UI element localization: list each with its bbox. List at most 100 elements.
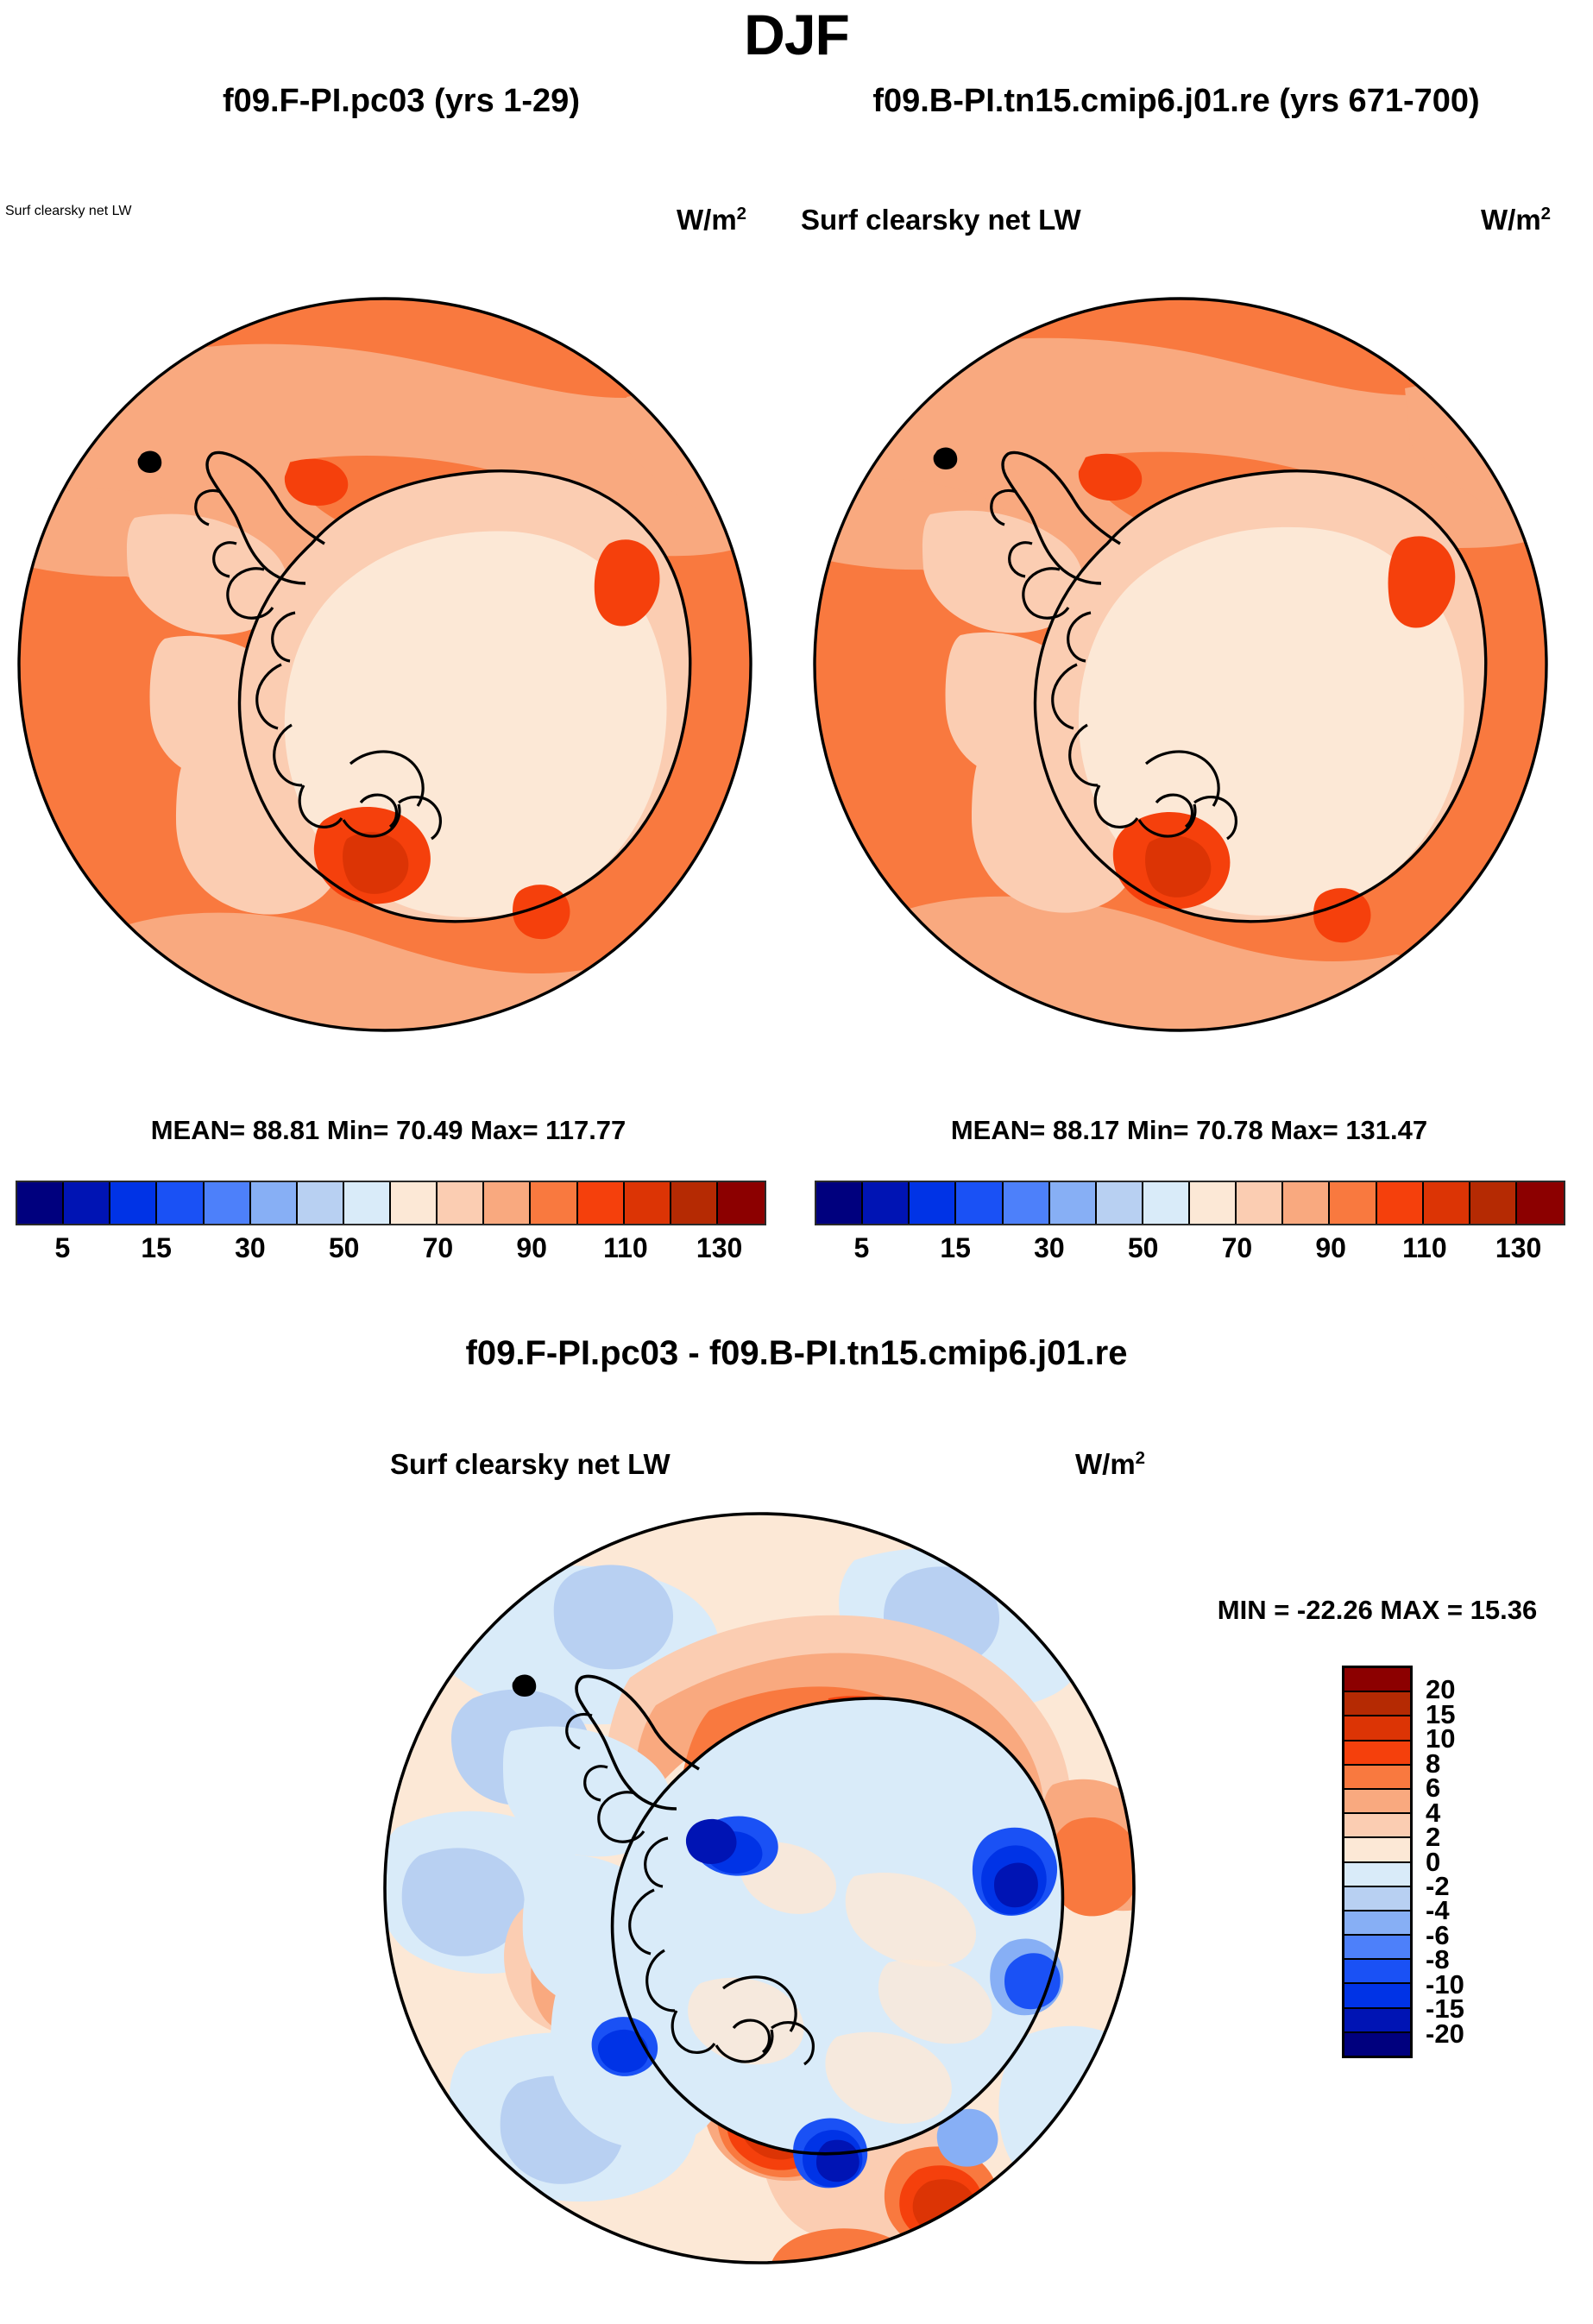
colorbar-cell	[484, 1182, 532, 1224]
colorbar-cell	[1237, 1182, 1284, 1224]
right-colorbar[interactable]: 5 15 30 50 70 90 110 130	[815, 1181, 1565, 1270]
right-polar-map	[813, 297, 1548, 1032]
difference-colorbar-cell	[1344, 1886, 1410, 1911]
colorbar-tick-label: 70	[422, 1232, 454, 1263]
colorbar-cell	[438, 1182, 485, 1224]
difference-units-label: W/m2	[1075, 1448, 1146, 1480]
difference-colorbar-labels: 20 15 10 8 6 4 2 0 -2 -4 -6 -8 -10 -15 -20	[1426, 1666, 1590, 2058]
colorbar-cell	[110, 1182, 158, 1224]
difference-colorbar-cell	[1344, 1741, 1410, 1766]
left-colorbar[interactable]: 5 15 30 50 70 90 110 130	[16, 1181, 766, 1270]
colorbar-tick-label: 15	[141, 1232, 172, 1263]
colorbar-tick-label: 70	[1221, 1232, 1253, 1263]
colorbar-cell	[1423, 1182, 1470, 1224]
difference-colorbar-tick-label: -20	[1426, 2018, 1464, 2049]
colorbar-tick-label: 50	[1127, 1232, 1159, 1263]
left-polar-map	[17, 297, 752, 1032]
difference-colorbar-tick-label: -4	[1426, 1895, 1450, 1926]
difference-colorbar-tick-label: 4	[1426, 1797, 1441, 1828]
left-panel-header: f09.F-PI.pc03 (yrs 1-29)	[223, 83, 580, 119]
colorbar-tick-label: 50	[328, 1232, 360, 1263]
difference-colorbar-tick-label: -10	[1426, 1968, 1464, 2000]
difference-colorbar-cell	[1344, 1862, 1410, 1887]
colorbar-cell	[157, 1182, 205, 1224]
colorbar-cell	[391, 1182, 438, 1224]
difference-colorbar-tick-label: -8	[1426, 1944, 1450, 1975]
colorbar-cell	[297, 1182, 344, 1224]
colorbar-cell	[1096, 1182, 1143, 1224]
difference-colorbar-tick-label: -6	[1426, 1919, 1450, 1950]
left-map-panel	[5, 285, 765, 1044]
difference-colorbar-cell	[1344, 1960, 1410, 1985]
colorbar-cell	[1376, 1182, 1424, 1224]
colorbar-cell	[717, 1182, 765, 1224]
difference-colorbar-tick-label: -15	[1426, 1993, 1464, 2025]
difference-colorbar-tick-label: 6	[1426, 1773, 1441, 1804]
left-stats: MEAN= 88.81 Min= 70.49 Max= 117.77	[150, 1115, 626, 1145]
colorbar-cell	[1283, 1182, 1331, 1224]
difference-map-panel	[371, 1500, 1148, 2277]
difference-colorbar-cell	[1344, 1936, 1410, 1961]
colorbar-tick-label: 130	[696, 1232, 743, 1263]
difference-colorbar-tick-label: 8	[1426, 1748, 1441, 1779]
colorbar-tick-label: 90	[1315, 1232, 1346, 1263]
difference-colorbar[interactable]	[1342, 1666, 1413, 2058]
colorbar-tick-label: 130	[1495, 1232, 1542, 1263]
difference-title: f09.F-PI.pc03 - f09.B-PI.tn15.cmip6.j01.…	[465, 1334, 1128, 1372]
difference-colorbar-cell	[1344, 1765, 1410, 1790]
colorbar-cell	[531, 1182, 578, 1224]
colorbar-cell	[17, 1182, 65, 1224]
colorbar-tick-label: 110	[1402, 1232, 1447, 1263]
colorbar-cell	[343, 1182, 391, 1224]
difference-colorbar-cell	[1344, 1716, 1410, 1741]
colorbar-cell	[671, 1182, 718, 1224]
colorbar-cell	[956, 1182, 1004, 1224]
difference-colorbar-tick-label: 20	[1426, 1674, 1456, 1705]
difference-colorbar-tick-label: 15	[1426, 1698, 1456, 1729]
colorbar-cell	[64, 1182, 111, 1224]
difference-polar-map	[383, 1512, 1136, 2264]
right-map-panel	[801, 285, 1560, 1044]
difference-colorbar-cell	[1344, 1838, 1410, 1863]
colorbar-cell	[910, 1182, 957, 1224]
colorbar-tick-label: 30	[1034, 1232, 1065, 1263]
colorbar-cell	[1330, 1182, 1377, 1224]
difference-variable-label: Surf clearsky net LW	[390, 1448, 671, 1480]
colorbar-cell	[1143, 1182, 1190, 1224]
colorbar-cell	[1003, 1182, 1050, 1224]
difference-colorbar-cell	[1344, 1692, 1410, 1717]
colorbar-tick-label: 90	[516, 1232, 547, 1263]
colorbar-cell	[1470, 1182, 1517, 1224]
colorbar-tick-label: 110	[603, 1232, 648, 1263]
colorbar-cell	[863, 1182, 910, 1224]
difference-colorbar-cell	[1344, 1814, 1410, 1839]
difference-colorbar-cell	[1344, 2032, 1410, 2056]
colorbar-cell	[624, 1182, 671, 1224]
difference-colorbar-cell	[1344, 1911, 1410, 1937]
difference-colorbar-cell	[1344, 1984, 1410, 2009]
right-panel-header: f09.B-PI.tn15.cmip6.j01.re (yrs 671-700)	[872, 83, 1480, 119]
difference-colorbar-cell	[1344, 1668, 1410, 1693]
left-units-label: W/m2	[677, 204, 747, 236]
right-units-label: W/m2	[1481, 204, 1552, 236]
difference-colorbar-tick-label: -2	[1426, 1870, 1450, 1901]
colorbar-cell	[250, 1182, 298, 1224]
colorbar-cell	[1049, 1182, 1097, 1224]
season-title: DJF	[744, 3, 850, 66]
colorbar-tick-label: 15	[940, 1232, 971, 1263]
colorbar-cell	[204, 1182, 251, 1224]
difference-colorbar-cell	[1344, 1789, 1410, 1815]
difference-colorbar-tick-label: 10	[1426, 1723, 1456, 1754]
right-variable-label: Surf clearsky net LW	[801, 204, 1081, 236]
difference-colorbar-tick-label: 2	[1426, 1822, 1441, 1853]
colorbar-cell	[1516, 1182, 1564, 1224]
colorbar-cell	[816, 1182, 864, 1224]
difference-colorbar-cell	[1344, 2008, 1410, 2033]
colorbar-tick-label: 5	[54, 1232, 71, 1263]
colorbar-cell	[1190, 1182, 1237, 1224]
left-variable-label: Surf clearsky net LW	[5, 204, 132, 218]
colorbar-tick-label: 30	[235, 1232, 266, 1263]
difference-colorbar-tick-label: 0	[1426, 1846, 1441, 1877]
colorbar-tick-label: 5	[853, 1232, 870, 1263]
difference-minmax: MIN = -22.26 MAX = 15.36	[1217, 1595, 1538, 1625]
